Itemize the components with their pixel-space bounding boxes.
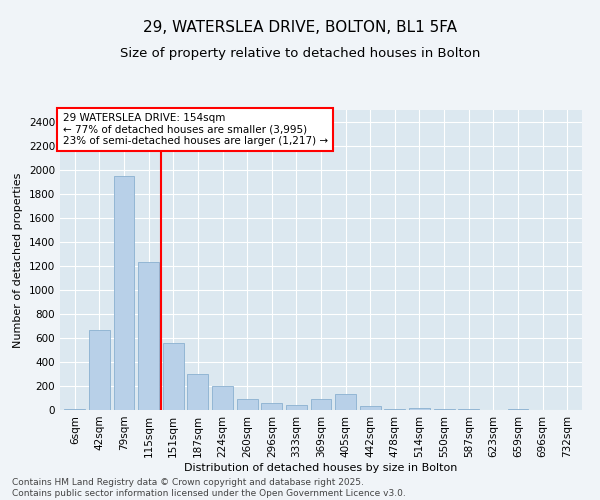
Text: 29 WATERSLEA DRIVE: 154sqm
← 77% of detached houses are smaller (3,995)
23% of s: 29 WATERSLEA DRIVE: 154sqm ← 77% of deta… bbox=[62, 113, 328, 146]
Text: Size of property relative to detached houses in Bolton: Size of property relative to detached ho… bbox=[120, 48, 480, 60]
Text: 29, WATERSLEA DRIVE, BOLTON, BL1 5FA: 29, WATERSLEA DRIVE, BOLTON, BL1 5FA bbox=[143, 20, 457, 35]
Bar bbox=[360, 406, 381, 410]
Bar bbox=[335, 394, 356, 410]
Bar bbox=[286, 405, 307, 410]
Bar bbox=[163, 343, 184, 410]
Bar bbox=[212, 386, 233, 410]
Bar bbox=[261, 404, 282, 410]
Bar bbox=[187, 374, 208, 410]
Bar bbox=[64, 408, 85, 410]
Bar bbox=[311, 398, 331, 410]
Bar bbox=[385, 408, 406, 410]
X-axis label: Distribution of detached houses by size in Bolton: Distribution of detached houses by size … bbox=[184, 462, 458, 472]
Bar bbox=[138, 262, 159, 410]
Bar bbox=[89, 330, 110, 410]
Bar bbox=[409, 408, 430, 410]
Text: Contains HM Land Registry data © Crown copyright and database right 2025.
Contai: Contains HM Land Registry data © Crown c… bbox=[12, 478, 406, 498]
Bar bbox=[113, 176, 134, 410]
Bar bbox=[236, 399, 257, 410]
Y-axis label: Number of detached properties: Number of detached properties bbox=[13, 172, 23, 348]
